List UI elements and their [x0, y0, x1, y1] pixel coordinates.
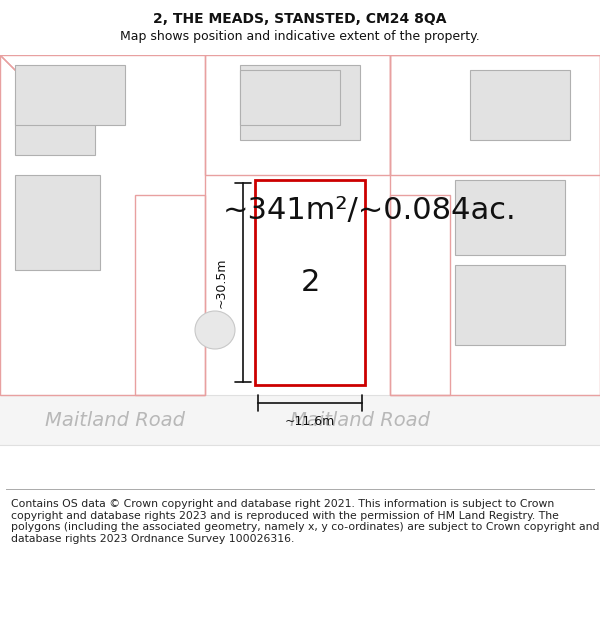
Text: 2: 2: [301, 268, 320, 297]
Bar: [240, 70, 340, 125]
Bar: [0, 395, 600, 445]
Text: Contains OS data © Crown copyright and database right 2021. This information is : Contains OS data © Crown copyright and d…: [11, 499, 599, 544]
Bar: [390, 55, 600, 395]
Bar: [455, 265, 565, 345]
Bar: [390, 55, 600, 175]
Text: Map shows position and indicative extent of the property.: Map shows position and indicative extent…: [120, 30, 480, 43]
Text: ~11.6m: ~11.6m: [285, 415, 335, 428]
Bar: [205, 55, 390, 175]
Bar: [15, 175, 100, 270]
Bar: [470, 70, 570, 140]
Bar: [135, 195, 205, 395]
Bar: [455, 180, 565, 255]
Bar: [15, 65, 125, 125]
Ellipse shape: [195, 311, 235, 349]
Text: 2, THE MEADS, STANSTED, CM24 8QA: 2, THE MEADS, STANSTED, CM24 8QA: [153, 12, 447, 26]
Bar: [390, 195, 450, 395]
Text: Maitland Road: Maitland Road: [290, 411, 430, 429]
Text: ~30.5m: ~30.5m: [215, 258, 228, 308]
Text: ~341m²/~0.084ac.: ~341m²/~0.084ac.: [223, 196, 517, 224]
Text: Maitland Road: Maitland Road: [45, 411, 185, 429]
Bar: [255, 180, 365, 385]
Bar: [0, 55, 205, 395]
Bar: [15, 100, 95, 155]
Bar: [240, 65, 360, 140]
